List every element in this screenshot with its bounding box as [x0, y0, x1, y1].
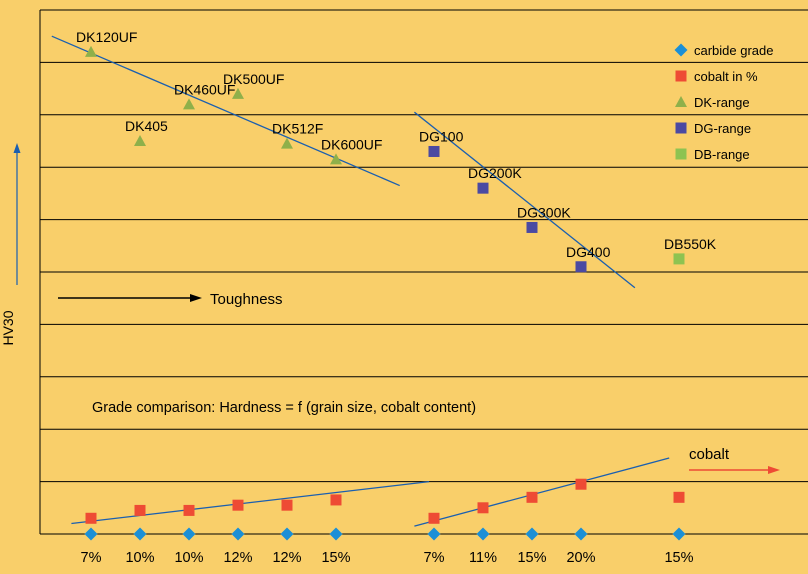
y-axis-label: HV30 [0, 310, 16, 345]
dk-range-point [85, 45, 97, 57]
carbide-grade-point [574, 527, 588, 541]
cobalt-in-point [183, 504, 195, 516]
carbide-grade-point [476, 527, 490, 541]
x-tick-labels: 7% 10% 10% 12% 12% 15% 7% 11% 15% 20% 15% [81, 550, 694, 566]
toughness-arrow-head [190, 294, 202, 302]
x-tick-label: 7% [81, 550, 102, 566]
point-label: DG300K [517, 204, 571, 220]
x-tick-label: 15% [664, 550, 693, 566]
legend-label: DK-range [694, 95, 750, 110]
x-tick-label: 12% [223, 550, 252, 566]
x-tick-label: 11% [469, 550, 497, 566]
cobalt-in-point [428, 512, 440, 524]
carbide-grade-point [280, 527, 294, 541]
point-label: DG400 [566, 244, 611, 260]
legend-label: DB-range [694, 147, 750, 162]
cobalt-in-point [134, 504, 146, 516]
legend-label: cobalt in % [694, 69, 758, 84]
x-tick-label: 10% [125, 550, 154, 566]
x-tick-label: 20% [566, 550, 595, 566]
cobalt-in-point [575, 478, 587, 490]
point-label: DK405 [125, 118, 168, 134]
carbide-grade-point [182, 527, 196, 541]
point-label: DK500UF [223, 71, 284, 87]
dk-range-point [281, 137, 293, 149]
point-label: DK120UF [76, 29, 137, 45]
cobalt-in-point [330, 494, 342, 506]
db-range-point [673, 253, 685, 265]
legend-marker [675, 70, 687, 82]
x-tick-label: 10% [174, 550, 203, 566]
carbide-grade-point [427, 527, 441, 541]
x-tick-label: 7% [424, 550, 445, 566]
point-label: DK600UF [321, 136, 382, 152]
cobalt-in-point [85, 512, 97, 524]
dk-range-point [183, 98, 195, 110]
carbide-grade-point [133, 527, 147, 541]
legend-marker [674, 43, 688, 57]
gridlines [39, 9, 808, 535]
dg-range-point [526, 221, 538, 233]
trendline [51, 35, 400, 187]
legend-marker [675, 122, 687, 134]
trendline [414, 457, 670, 527]
legend-marker [675, 96, 687, 107]
cobalt-in-point [232, 499, 244, 511]
trendline [413, 111, 636, 289]
carbide-grade-point [672, 527, 686, 541]
dg-range-point [477, 182, 489, 194]
chart-caption: Grade comparison: Hardness = f (grain si… [92, 400, 476, 416]
cobalt-in-point [526, 491, 538, 503]
toughness-label: Toughness [210, 291, 283, 308]
dg-range-point [428, 145, 440, 157]
dg-range-point [575, 261, 587, 273]
dk-range-point [330, 153, 342, 165]
carbide-grade-point [84, 527, 98, 541]
legend: carbide grade cobalt in % DK-range DG-range… [674, 43, 774, 162]
cobalt-label: cobalt [689, 446, 730, 463]
carbide-grade-point [231, 527, 245, 541]
cobalt-in-point [281, 499, 293, 511]
x-tick-label: 15% [517, 550, 546, 566]
legend-label: carbide grade [694, 43, 774, 58]
dk-range-point [134, 135, 146, 146]
cobalt-in-point [673, 491, 685, 503]
carbide-grade-point [525, 527, 539, 541]
point-label: DB550K [664, 236, 717, 252]
y-axis-arrow-head [13, 143, 21, 153]
cobalt-in-point [477, 502, 489, 514]
trendline [71, 480, 430, 525]
point-label: DG100 [419, 128, 464, 144]
point-label: DG200K [468, 165, 522, 181]
legend-marker [675, 148, 687, 160]
cobalt-arrow-head [768, 466, 780, 474]
point-label: DK512F [272, 121, 323, 137]
legend-label: DG-range [694, 121, 751, 136]
dk-range-point [232, 87, 244, 99]
trendlines [51, 35, 670, 527]
point-label: DK460UF [174, 81, 235, 97]
carbide-grade-point [329, 527, 343, 541]
x-tick-label: 15% [321, 550, 350, 566]
x-tick-label: 12% [272, 550, 301, 566]
